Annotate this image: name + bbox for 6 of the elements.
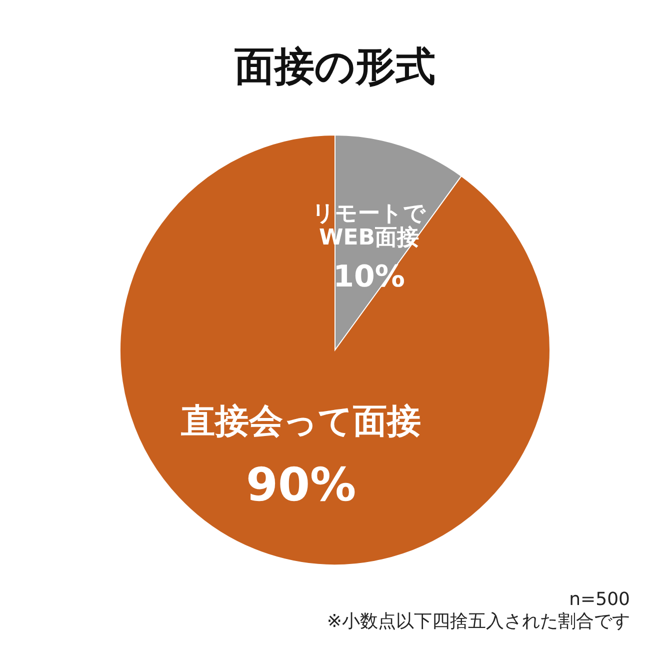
data-label: 90% [246,458,356,512]
slice-label: 直接会って面接 [180,402,422,442]
text: ※小数点以下四捨五入された割合です [326,611,630,632]
pie-slice [120,134,550,566]
text: n=500 [569,589,630,610]
chart-title: 面接の形式 [234,44,436,90]
